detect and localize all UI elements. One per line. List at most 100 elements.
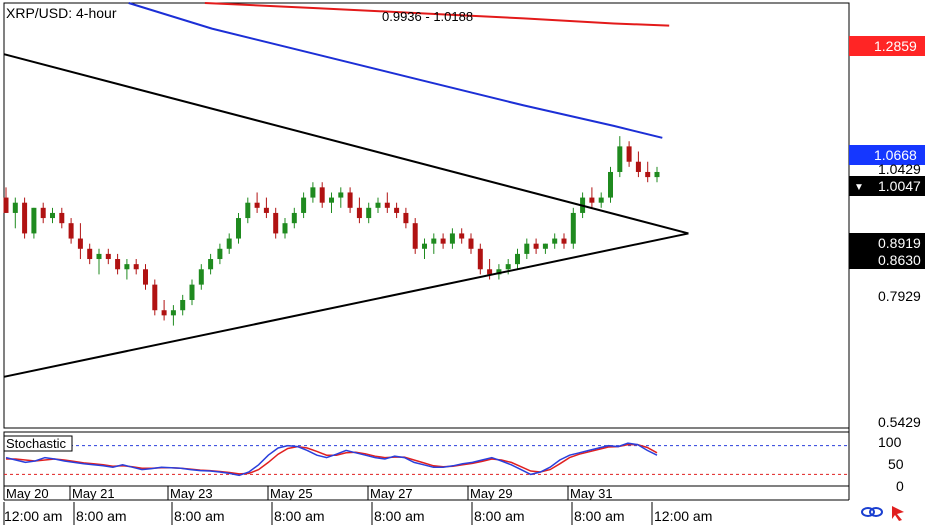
x-date-label: May 25 [270, 486, 313, 501]
candle-body [301, 197, 307, 213]
x-time-label: 8:00 am [374, 508, 425, 524]
candle [161, 299, 167, 321]
candle [236, 212, 241, 244]
y-tick-3: 0.5429 [878, 414, 921, 430]
candle [133, 259, 139, 275]
candle [552, 233, 558, 249]
candle-body [115, 259, 121, 270]
candle-body [40, 207, 46, 219]
candle [208, 253, 214, 275]
candle-body [217, 248, 223, 260]
candle-body [143, 269, 148, 285]
candle [152, 279, 158, 316]
candle-body [263, 207, 269, 213]
candle [254, 192, 260, 213]
candle [338, 187, 344, 208]
axis-layer: May 20 May 21 May 23 May 25 May 27 May 29 May … [3, 486, 712, 525]
candle [189, 279, 195, 306]
candle [310, 182, 316, 203]
candle-body [245, 202, 251, 219]
candle [459, 228, 465, 244]
y-tick-1: 1.0429 [878, 161, 921, 177]
candle-body [477, 248, 483, 270]
candle [403, 207, 409, 229]
candle-body [189, 284, 195, 300]
candle-body [524, 243, 530, 254]
price-tag-triangle-upper: 0.8919 [878, 235, 921, 251]
triangle-upper-trendline [3, 53, 689, 235]
candle-body [635, 161, 641, 172]
candle [124, 259, 130, 280]
candle [50, 207, 55, 224]
candle-body [552, 238, 558, 244]
indicator-lines-layer [3, 2, 689, 378]
candle [245, 197, 251, 224]
stoch-level-50: 50 [888, 456, 904, 472]
candle [477, 243, 483, 275]
candle [217, 243, 223, 265]
x-time-label: 12:00 am [654, 508, 712, 524]
stoch-k-line [5, 442, 658, 477]
candle-body [208, 259, 214, 270]
candle [105, 248, 111, 265]
candle-body [59, 212, 65, 224]
candle [375, 197, 381, 213]
candle [31, 207, 37, 239]
ohlc-readout: 0.9936 - 1.0188 [382, 9, 473, 24]
cursor-arrow-icon[interactable] [892, 506, 904, 521]
x-date-label: May 21 [72, 486, 115, 501]
x-date-label: May 23 [170, 486, 213, 501]
candle-body [570, 212, 576, 244]
candle-body [291, 212, 297, 224]
candle [170, 305, 176, 326]
price-tag-sma-blue-text: 1.0668 [874, 147, 917, 163]
candle [394, 202, 400, 219]
candle [356, 197, 362, 224]
candle-body [459, 233, 465, 239]
candle [542, 243, 548, 254]
candle-body [626, 146, 632, 162]
candle [570, 207, 576, 249]
candle [22, 197, 28, 239]
candle [329, 192, 334, 213]
candle [96, 248, 102, 275]
candle [645, 161, 651, 183]
candle [496, 264, 502, 280]
candle-body [356, 207, 362, 219]
candle-body [542, 243, 548, 249]
candle-body [170, 310, 176, 316]
candle-body [319, 187, 325, 203]
candle-body [384, 202, 390, 208]
candle-body [366, 207, 372, 219]
candle-body [50, 212, 55, 219]
y-tick-2: 0.7929 [878, 288, 921, 304]
candle-body [22, 202, 28, 234]
candle [654, 166, 660, 183]
candle-body [124, 264, 130, 270]
price-tag-sma-red [849, 36, 925, 56]
main-plot-frame [3, 2, 850, 429]
candle [40, 202, 46, 224]
candle-body [133, 264, 139, 270]
stochastic-plot-frame [3, 431, 850, 487]
link-icon[interactable] [861, 507, 883, 517]
stochastic-layer [4, 442, 849, 477]
candle [263, 197, 269, 219]
candle-body [449, 233, 455, 244]
candle-body [161, 310, 167, 316]
candle [87, 243, 93, 265]
candle [319, 182, 325, 208]
stochastic-label-box [3, 435, 73, 452]
x-date-label: May 20 [6, 486, 49, 501]
x-time-label: 8:00 am [76, 508, 127, 524]
candle-body [12, 202, 18, 213]
x-date-label: May 31 [570, 486, 613, 501]
candle [412, 218, 418, 254]
candle [422, 238, 427, 260]
sma-red-line [204, 2, 670, 27]
candle-body [68, 223, 74, 239]
candle [533, 238, 539, 254]
candle-body [496, 269, 502, 275]
candles-layer [3, 136, 660, 326]
